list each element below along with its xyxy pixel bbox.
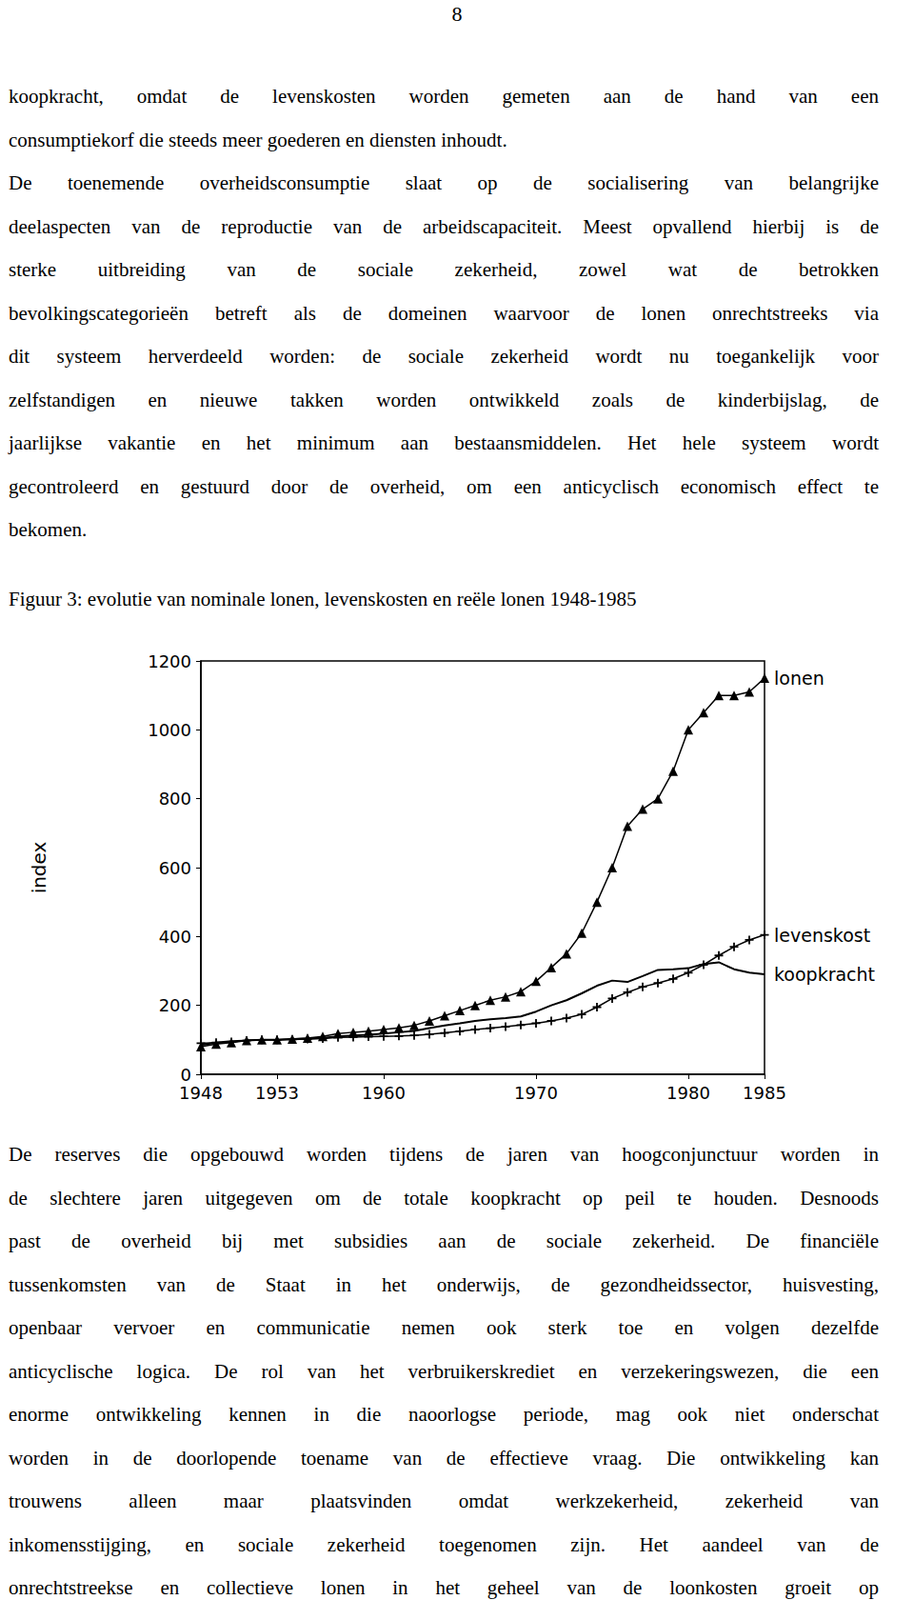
- html-text:sterke uitbreiding van de soci: sterke uitbreiding van de sociale zekerh…: [8, 258, 879, 281]
- html-text:onrechtstreekse en collectieve: onrechtstreekse en collectieve lonen in …: [8, 1575, 879, 1599]
- html-text:bevolkingscategorieën betreft: bevolkingscategorieën betreft als de dom…: [8, 301, 879, 325]
- svg-text:1200: 1200: [147, 651, 192, 672]
- svg-text:1985: 1985: [742, 1082, 787, 1103]
- html-text:De toenemende overheidsconsump: De toenemende overheidsconsumptie slaat …: [8, 171, 879, 195]
- html-text:jaarlijkse vakantie en het min: jaarlijkse vakantie en het minimum aan b…: [8, 431, 879, 455]
- html-text:gecontroleerd en gestuurd door: gecontroleerd en gestuurd door de overhe…: [8, 474, 879, 498]
- html-text:koopkracht, omdat de levenskos: koopkracht, omdat de levenskosten worden…: [8, 84, 879, 108]
- svg-text:levenskost: levenskost: [774, 924, 871, 946]
- svg-text:1000: 1000: [147, 719, 192, 740]
- html-text:consumptiekorf die steeds meer: consumptiekorf die steeds meer goederen …: [8, 128, 508, 151]
- svg-text:600: 600: [158, 857, 192, 878]
- svg-text:koopkracht: koopkracht: [774, 963, 875, 985]
- html-text:tussenkomsten van de Staat in: tussenkomsten van de Staat in het onderw…: [8, 1272, 879, 1296]
- html-text:de slechtere jaren uitgegeven: de slechtere jaren uitgegeven om de tota…: [8, 1185, 879, 1209]
- svg-text:1948: 1948: [178, 1082, 223, 1103]
- svg-text:400: 400: [158, 926, 192, 947]
- html-text:worden in de doorlopende toena: worden in de doorlopende toename van de …: [8, 1445, 879, 1469]
- html-text:trouwens alleen maar plaatsvin: trouwens alleen maar plaatsvinden omdat …: [8, 1489, 879, 1512]
- svg-text:1960: 1960: [361, 1082, 406, 1103]
- html-text:zelfstandigen en nieuwe takken: zelfstandigen en nieuwe takken worden on…: [8, 387, 879, 411]
- html-text:enorme ontwikkeling kennen in: enorme ontwikkeling kennen in die naoorl…: [8, 1402, 879, 1426]
- html-text:De reserves die opgebouwd word: De reserves die opgebouwd worden tijdens…: [8, 1142, 879, 1166]
- html-text:dit systeem herverdeeld worden: dit systeem herverdeeld worden: de socia…: [8, 344, 879, 368]
- svg-text:lonen: lonen: [774, 667, 825, 689]
- html-text:inkomensstijging, en sociale z: inkomensstijging, en sociale zekerheid t…: [8, 1532, 879, 1556]
- html-text:past de overheid bij met subsi: past de overheid bij met subsidies aan d…: [8, 1229, 879, 1252]
- svg-text:1953: 1953: [255, 1082, 299, 1103]
- svg-text:800: 800: [158, 788, 192, 809]
- svg-text:1970: 1970: [514, 1082, 558, 1103]
- html-text:8: 8: [451, 1, 463, 26]
- html-text:openbaar vervoer en communicat: openbaar vervoer en communicatie nemen o…: [8, 1315, 879, 1339]
- svg-text:200: 200: [158, 994, 192, 1015]
- svg-text:0: 0: [180, 1064, 192, 1085]
- svg-text:1980: 1980: [666, 1082, 711, 1103]
- html-text:Figuur 3: evolutie van nominal: Figuur 3: evolutie van nominale lonen, l…: [8, 587, 637, 611]
- html-text:anticyclische logica. De rol v: anticyclische logica. De rol van het ver…: [8, 1359, 879, 1382]
- html-text:deelaspecten van de reproducti: deelaspecten van de reproductie van de a…: [8, 214, 879, 238]
- html-text:bekomen.: bekomen.: [8, 517, 87, 541]
- svg-text:index: index: [27, 840, 51, 894]
